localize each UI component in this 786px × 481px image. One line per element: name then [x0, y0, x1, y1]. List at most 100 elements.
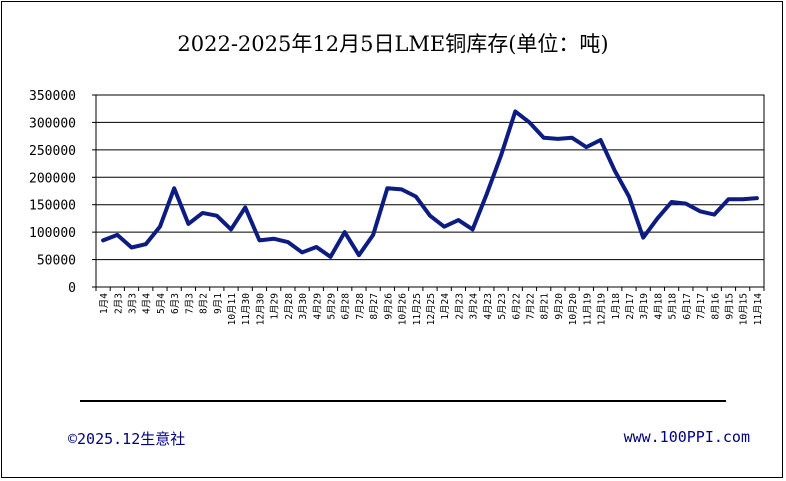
- x-tick-label: 8月21: [540, 293, 551, 320]
- x-tick-label: 2月28: [284, 293, 295, 320]
- x-tick-label: 3月19: [639, 293, 650, 320]
- x-tick-label: 7月3: [184, 293, 195, 314]
- data-point: [286, 240, 290, 244]
- x-tick-label: 2月23: [454, 293, 465, 320]
- data-point: [499, 153, 503, 157]
- x-tick-label: 2月17: [625, 293, 636, 320]
- x-tick-label: 11月14: [753, 293, 764, 326]
- data-point: [556, 137, 560, 141]
- x-tick-label: 1月18: [611, 293, 622, 320]
- x-tick-label: 4月18: [653, 293, 664, 320]
- x-tick-label: 5月29: [327, 293, 338, 320]
- data-point: [613, 169, 617, 173]
- website-link[interactable]: www.100PPI.com: [623, 428, 750, 446]
- data-point: [385, 186, 389, 190]
- y-tick-label: 350000: [29, 89, 76, 104]
- data-point: [329, 255, 333, 259]
- copyright-text: ©2025.12生意社: [68, 430, 186, 448]
- data-point: [343, 230, 347, 234]
- data-point: [371, 233, 375, 237]
- data-point: [229, 227, 233, 231]
- series-layer: [101, 109, 759, 259]
- x-tick-label: 9月1: [213, 293, 224, 314]
- data-point: [400, 187, 404, 191]
- x-tick-label: 2月3: [113, 293, 124, 314]
- data-point: [257, 238, 261, 242]
- x-tick-label: 4月29: [312, 293, 323, 320]
- y-tick-label: 300000: [29, 116, 76, 131]
- gridlines: [96, 94, 764, 261]
- x-tick-label: 5月23: [497, 293, 508, 320]
- x-tick-label: 3月3: [128, 293, 139, 314]
- data-point: [584, 145, 588, 149]
- x-tick-label: 12月30: [255, 293, 266, 326]
- data-point: [684, 202, 688, 206]
- data-point: [570, 136, 574, 140]
- data-point: [130, 246, 134, 250]
- data-point: [527, 120, 531, 124]
- data-point: [101, 238, 105, 242]
- data-point: [627, 194, 631, 198]
- plot-area: [95, 94, 765, 288]
- x-tick-label: 6月3: [170, 293, 181, 314]
- x-tick-label: 9月26: [383, 293, 394, 320]
- x-tick-label: 10月26: [398, 293, 409, 326]
- x-tick-label: 7月22: [525, 293, 536, 320]
- data-point: [741, 197, 745, 201]
- x-tick-label: 5月4: [156, 293, 167, 314]
- data-point: [513, 109, 517, 113]
- data-point: [712, 213, 716, 217]
- data-point: [641, 236, 645, 240]
- y-axis-ticks: 0 50000 100000 150000 200000 250000 300000 3500…: [29, 89, 96, 296]
- data-point: [414, 194, 418, 198]
- x-tick-label: 11月30: [241, 293, 252, 326]
- axes: [95, 94, 765, 288]
- data-point: [698, 209, 702, 213]
- data-point: [357, 253, 361, 257]
- x-tick-label: 6月22: [511, 293, 522, 320]
- x-tick-label: 10月11: [227, 293, 238, 326]
- series-line: [101, 109, 759, 259]
- x-tick-label: 8月16: [710, 293, 721, 320]
- data-point: [314, 245, 318, 249]
- x-tick-label: 3月24: [469, 293, 480, 320]
- y-tick-label: 100000: [29, 226, 76, 241]
- x-tick-label: 9月20: [554, 293, 565, 320]
- y-tick-label: 250000: [29, 144, 76, 159]
- y-tick-label: 150000: [29, 199, 76, 214]
- data-point: [442, 225, 446, 229]
- data-point: [115, 233, 119, 237]
- data-point: [655, 216, 659, 220]
- data-point: [456, 218, 460, 222]
- x-tick-label: 6月28: [341, 293, 352, 320]
- data-point: [201, 211, 205, 215]
- data-point: [471, 227, 475, 231]
- x-tick-label: 4月4: [142, 293, 153, 314]
- data-point: [485, 192, 489, 196]
- y-tick-label: 50000: [37, 254, 76, 269]
- data-point: [272, 237, 276, 241]
- footer-divider: [80, 400, 726, 402]
- data-point: [670, 200, 674, 204]
- x-tick-label: 6月17: [682, 293, 693, 320]
- y-tick-label: 200000: [29, 171, 76, 186]
- data-point: [755, 196, 759, 200]
- x-tick-label: 9月15: [724, 293, 735, 320]
- data-point: [243, 205, 247, 209]
- data-point: [542, 136, 546, 140]
- x-axis-ticks: 1月4 2月3 3月3 4月4 5月4 6月3 7月3 8月2 9月1 10月11 11月30 12月…: [95, 287, 765, 326]
- data-point: [172, 186, 176, 190]
- data-point: [215, 214, 219, 218]
- x-tick-label: 5月18: [668, 293, 679, 320]
- y-tick-label: 0: [68, 281, 76, 296]
- x-tick-label: 1月24: [440, 293, 451, 320]
- x-tick-label: 11月25: [412, 293, 423, 325]
- data-point: [186, 222, 190, 226]
- x-tick-label: 12月25: [426, 293, 437, 325]
- data-point: [144, 242, 148, 246]
- data-point: [726, 197, 730, 201]
- data-point: [599, 138, 603, 142]
- x-tick-label: 10月15: [739, 293, 750, 325]
